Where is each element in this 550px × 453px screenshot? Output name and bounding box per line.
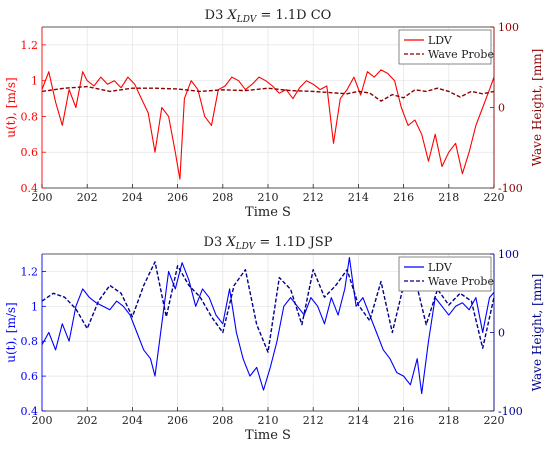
- top-chart: 200 202 204 206 208 210 212 214 216 218 220 0.4 0.6 0…: [4, 8, 544, 220]
- legend-label: Wave Probe: [428, 275, 494, 288]
- x-tick-label: 218: [438, 414, 459, 427]
- y-tick-label: 0.4: [21, 405, 39, 418]
- y2-tick-label: 100: [498, 21, 519, 34]
- y-tick-label: 0.8: [21, 335, 39, 348]
- legend-box: [398, 256, 492, 292]
- y-tick-label: 1: [31, 300, 38, 313]
- y-tick-label: 0.6: [21, 370, 39, 383]
- legend-label: Wave Probe: [428, 48, 494, 61]
- chart-title: D3 XLDV = 1.1D CO: [205, 8, 332, 25]
- bottom-chart: 200 202 204 206 208 210 212 214 216 218 220 0.4 0.6 0…: [4, 235, 544, 443]
- y2-tick-label: 0: [498, 102, 505, 115]
- x-tick-label: 212: [303, 191, 324, 204]
- y-tick-label: 1.2: [21, 265, 39, 278]
- x-tick-label: 212: [303, 414, 324, 427]
- x-tick-label: 202: [77, 414, 98, 427]
- x-tick-label: 220: [484, 191, 505, 204]
- x-tick-label: 206: [167, 414, 188, 427]
- x-tick-label: 216: [393, 191, 414, 204]
- x-tick-label: 214: [348, 414, 369, 427]
- y-tick-label: 1.2: [21, 39, 39, 52]
- legend-label: LDV: [428, 261, 453, 274]
- x-tick-label: 210: [258, 414, 279, 427]
- x-tick-label: 214: [348, 191, 369, 204]
- x-tick-label: 208: [212, 414, 233, 427]
- y-axis-label: u(t), [m/s]: [4, 77, 18, 138]
- x-tick-label: 200: [32, 414, 53, 427]
- y-tick-label: 0.6: [21, 146, 39, 159]
- y-tick-label: 1: [31, 75, 38, 88]
- y-tick-label: 0.8: [21, 110, 39, 123]
- series-line-wave-probe: [42, 261, 494, 353]
- y2-tick-label: 0: [498, 327, 505, 340]
- x-axis-label: Time S: [245, 205, 291, 220]
- y-axis-label: u(t), [m/s]: [4, 302, 18, 363]
- chart-title: D3 XLDV = 1.1D JSP: [204, 235, 333, 252]
- y2-axis-label: Wave Height, [mm]: [530, 49, 544, 167]
- x-tick-label: 206: [167, 191, 188, 204]
- legend-box: [398, 29, 492, 65]
- series-line-ldv: [42, 256, 494, 395]
- x-tick-label: 220: [484, 414, 505, 427]
- x-tick-label: 204: [122, 191, 143, 204]
- x-tick-label: 204: [122, 414, 143, 427]
- legend-label: LDV: [428, 34, 453, 47]
- y2-tick-label: 100: [498, 248, 519, 261]
- y2-axis-label: Wave Height, [mm]: [530, 274, 544, 392]
- x-tick-label: 208: [212, 191, 233, 204]
- series-line-wave-probe: [42, 85, 494, 102]
- series-line-ldv: [42, 69, 494, 180]
- x-axis-label: Time S: [245, 428, 291, 443]
- y-tick-label: 0.4: [21, 182, 39, 195]
- x-tick-label: 200: [32, 191, 53, 204]
- y2-tick-label: -100: [498, 182, 523, 195]
- x-tick-label: 202: [77, 191, 98, 204]
- x-tick-label: 216: [393, 414, 414, 427]
- y2-tick-label: -100: [498, 405, 523, 418]
- x-tick-label: 210: [258, 191, 279, 204]
- x-tick-label: 218: [438, 191, 459, 204]
